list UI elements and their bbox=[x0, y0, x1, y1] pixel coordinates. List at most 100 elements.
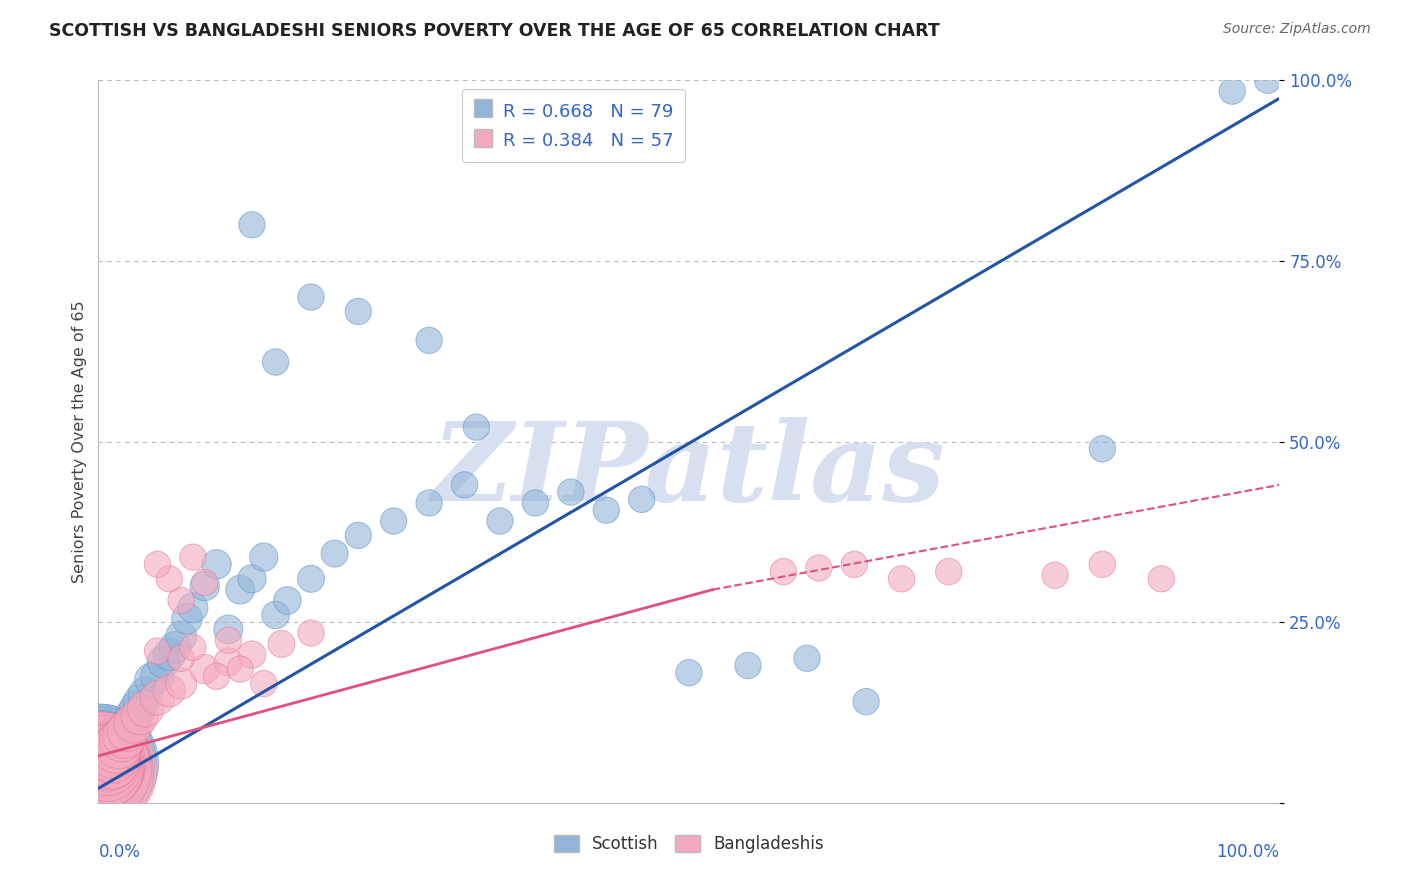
Point bbox=[772, 565, 794, 579]
Y-axis label: Seniors Poverty Over the Age of 65: Seniors Poverty Over the Age of 65 bbox=[72, 301, 87, 582]
Point bbox=[91, 756, 114, 770]
Point bbox=[127, 702, 149, 716]
Point bbox=[98, 752, 121, 766]
Point bbox=[796, 651, 818, 665]
Point bbox=[194, 662, 217, 676]
Point bbox=[176, 611, 198, 625]
Point bbox=[205, 669, 228, 683]
Point bbox=[96, 748, 118, 763]
Point bbox=[91, 764, 114, 778]
Point bbox=[678, 665, 700, 680]
Point bbox=[240, 572, 263, 586]
Point bbox=[90, 752, 112, 766]
Point bbox=[90, 748, 112, 763]
Point bbox=[91, 745, 114, 759]
Point bbox=[98, 738, 121, 752]
Point bbox=[1220, 84, 1243, 98]
Point bbox=[157, 572, 180, 586]
Point bbox=[465, 420, 488, 434]
Point bbox=[96, 748, 118, 763]
Point bbox=[382, 514, 405, 528]
Point bbox=[94, 751, 117, 765]
Point bbox=[91, 741, 114, 756]
Point bbox=[170, 676, 193, 690]
Point bbox=[146, 558, 169, 572]
Point bbox=[418, 334, 440, 348]
Point bbox=[146, 644, 169, 658]
Point bbox=[595, 503, 617, 517]
Point bbox=[157, 648, 180, 662]
Point bbox=[90, 767, 112, 781]
Point bbox=[323, 547, 346, 561]
Point bbox=[347, 304, 370, 318]
Point bbox=[121, 716, 143, 731]
Point bbox=[1091, 558, 1114, 572]
Point bbox=[253, 550, 276, 565]
Point bbox=[1257, 73, 1279, 87]
Point bbox=[938, 565, 960, 579]
Point bbox=[141, 673, 163, 687]
Point bbox=[299, 290, 322, 304]
Point bbox=[96, 760, 118, 774]
Point bbox=[98, 752, 121, 766]
Point bbox=[108, 738, 131, 752]
Point bbox=[98, 741, 121, 756]
Point bbox=[1091, 442, 1114, 456]
Point bbox=[122, 716, 145, 731]
Point bbox=[91, 748, 114, 763]
Point bbox=[217, 623, 239, 637]
Point bbox=[93, 745, 115, 759]
Point bbox=[91, 760, 114, 774]
Point bbox=[170, 651, 193, 665]
Point bbox=[101, 748, 124, 763]
Point bbox=[264, 607, 287, 622]
Point bbox=[98, 747, 121, 761]
Point bbox=[117, 723, 139, 738]
Point bbox=[89, 764, 111, 778]
Point bbox=[93, 761, 115, 775]
Point bbox=[112, 731, 135, 745]
Point bbox=[105, 741, 128, 756]
Point bbox=[97, 745, 120, 759]
Point bbox=[240, 218, 263, 232]
Point bbox=[94, 764, 117, 778]
Point bbox=[105, 738, 128, 752]
Point bbox=[111, 732, 134, 747]
Point bbox=[181, 550, 204, 565]
Point bbox=[93, 756, 115, 770]
Point bbox=[1150, 572, 1173, 586]
Point bbox=[205, 558, 228, 572]
Point bbox=[117, 723, 139, 738]
Point bbox=[128, 709, 150, 723]
Point bbox=[91, 760, 114, 774]
Point bbox=[270, 637, 292, 651]
Point bbox=[129, 695, 152, 709]
Point bbox=[418, 496, 440, 510]
Point bbox=[89, 756, 111, 770]
Point bbox=[91, 756, 114, 770]
Point bbox=[240, 648, 263, 662]
Point bbox=[347, 528, 370, 542]
Point bbox=[170, 630, 193, 644]
Legend: Scottish, Bangladeshis: Scottish, Bangladeshis bbox=[547, 828, 831, 860]
Point bbox=[100, 745, 122, 759]
Point bbox=[489, 514, 512, 528]
Point bbox=[146, 669, 169, 683]
Point bbox=[253, 676, 276, 690]
Point bbox=[152, 655, 174, 669]
Point bbox=[96, 756, 118, 770]
Point bbox=[1043, 568, 1066, 582]
Text: SCOTTISH VS BANGLADESHI SENIORS POVERTY OVER THE AGE OF 65 CORRELATION CHART: SCOTTISH VS BANGLADESHI SENIORS POVERTY … bbox=[49, 22, 941, 40]
Point bbox=[94, 752, 117, 766]
Point bbox=[97, 760, 120, 774]
Point bbox=[217, 633, 239, 648]
Point bbox=[97, 756, 120, 770]
Point bbox=[105, 745, 128, 759]
Point bbox=[264, 355, 287, 369]
Text: 100.0%: 100.0% bbox=[1216, 843, 1279, 861]
Point bbox=[112, 729, 135, 743]
Point bbox=[157, 683, 180, 698]
Point bbox=[194, 579, 217, 593]
Point bbox=[107, 738, 129, 752]
Point bbox=[89, 756, 111, 770]
